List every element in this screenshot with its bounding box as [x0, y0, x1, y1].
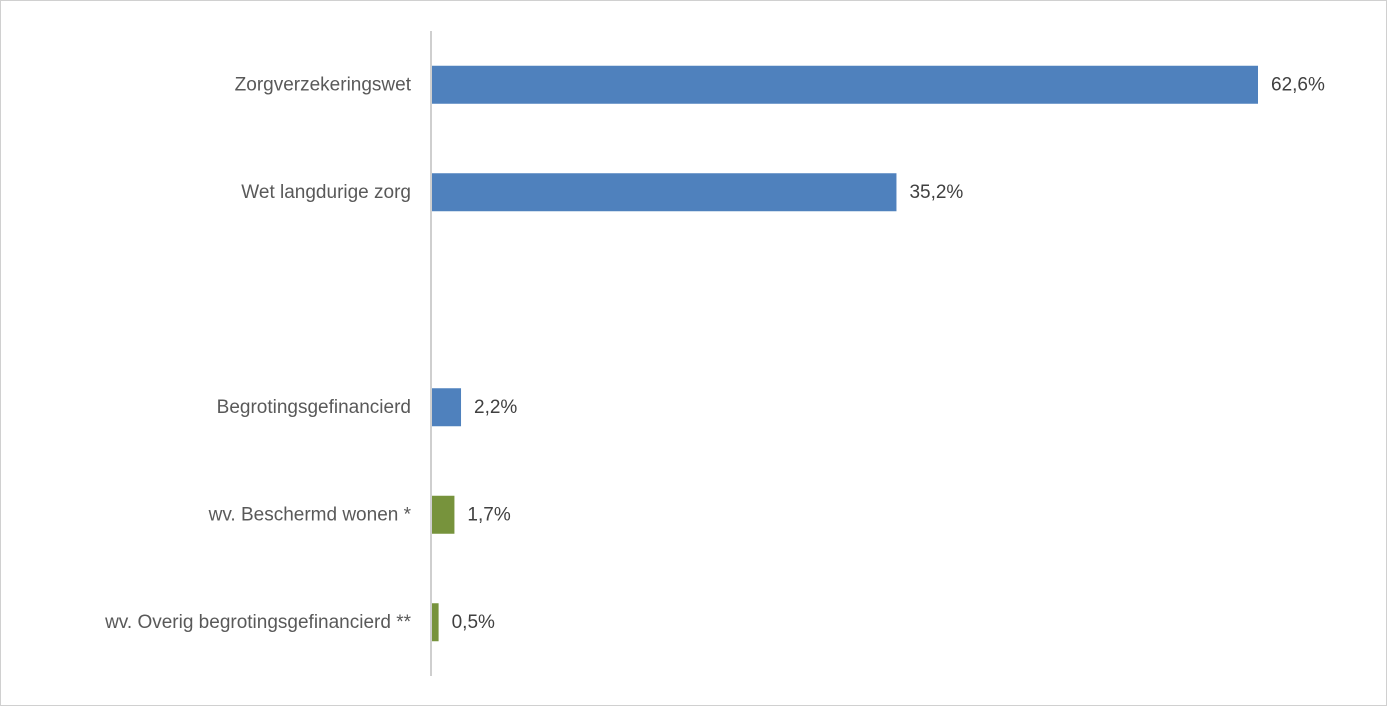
- bars-group: [432, 65, 1258, 642]
- category-label-6: wv. Overig begrotingsgefinancierd **: [104, 612, 412, 633]
- value-label-2: 35,2%: [909, 182, 963, 203]
- bar-5: [432, 495, 455, 534]
- bar-2: [432, 173, 897, 212]
- value-label-1: 62,6%: [1271, 74, 1325, 95]
- value-label-4: 2,2%: [474, 397, 517, 418]
- category-labels: Zorgverzekeringswet Wet langdurige zorg Be…: [104, 74, 412, 633]
- category-label-4: Begrotingsgefinancierd: [217, 397, 411, 418]
- category-label-2: Wet langdurige zorg: [241, 182, 411, 203]
- value-label-6: 0,5%: [452, 612, 495, 633]
- bar-1: [432, 65, 1258, 104]
- bar-4: [432, 388, 462, 427]
- category-label-5: wv. Beschermd wonen *: [208, 504, 412, 525]
- value-label-5: 1,7%: [467, 504, 510, 525]
- category-label-1: Zorgverzekeringswet: [235, 74, 412, 95]
- value-labels: 62,6% 35,2% 2,2% 1,7% 0,5%: [452, 74, 1325, 633]
- bar-6: [432, 603, 439, 642]
